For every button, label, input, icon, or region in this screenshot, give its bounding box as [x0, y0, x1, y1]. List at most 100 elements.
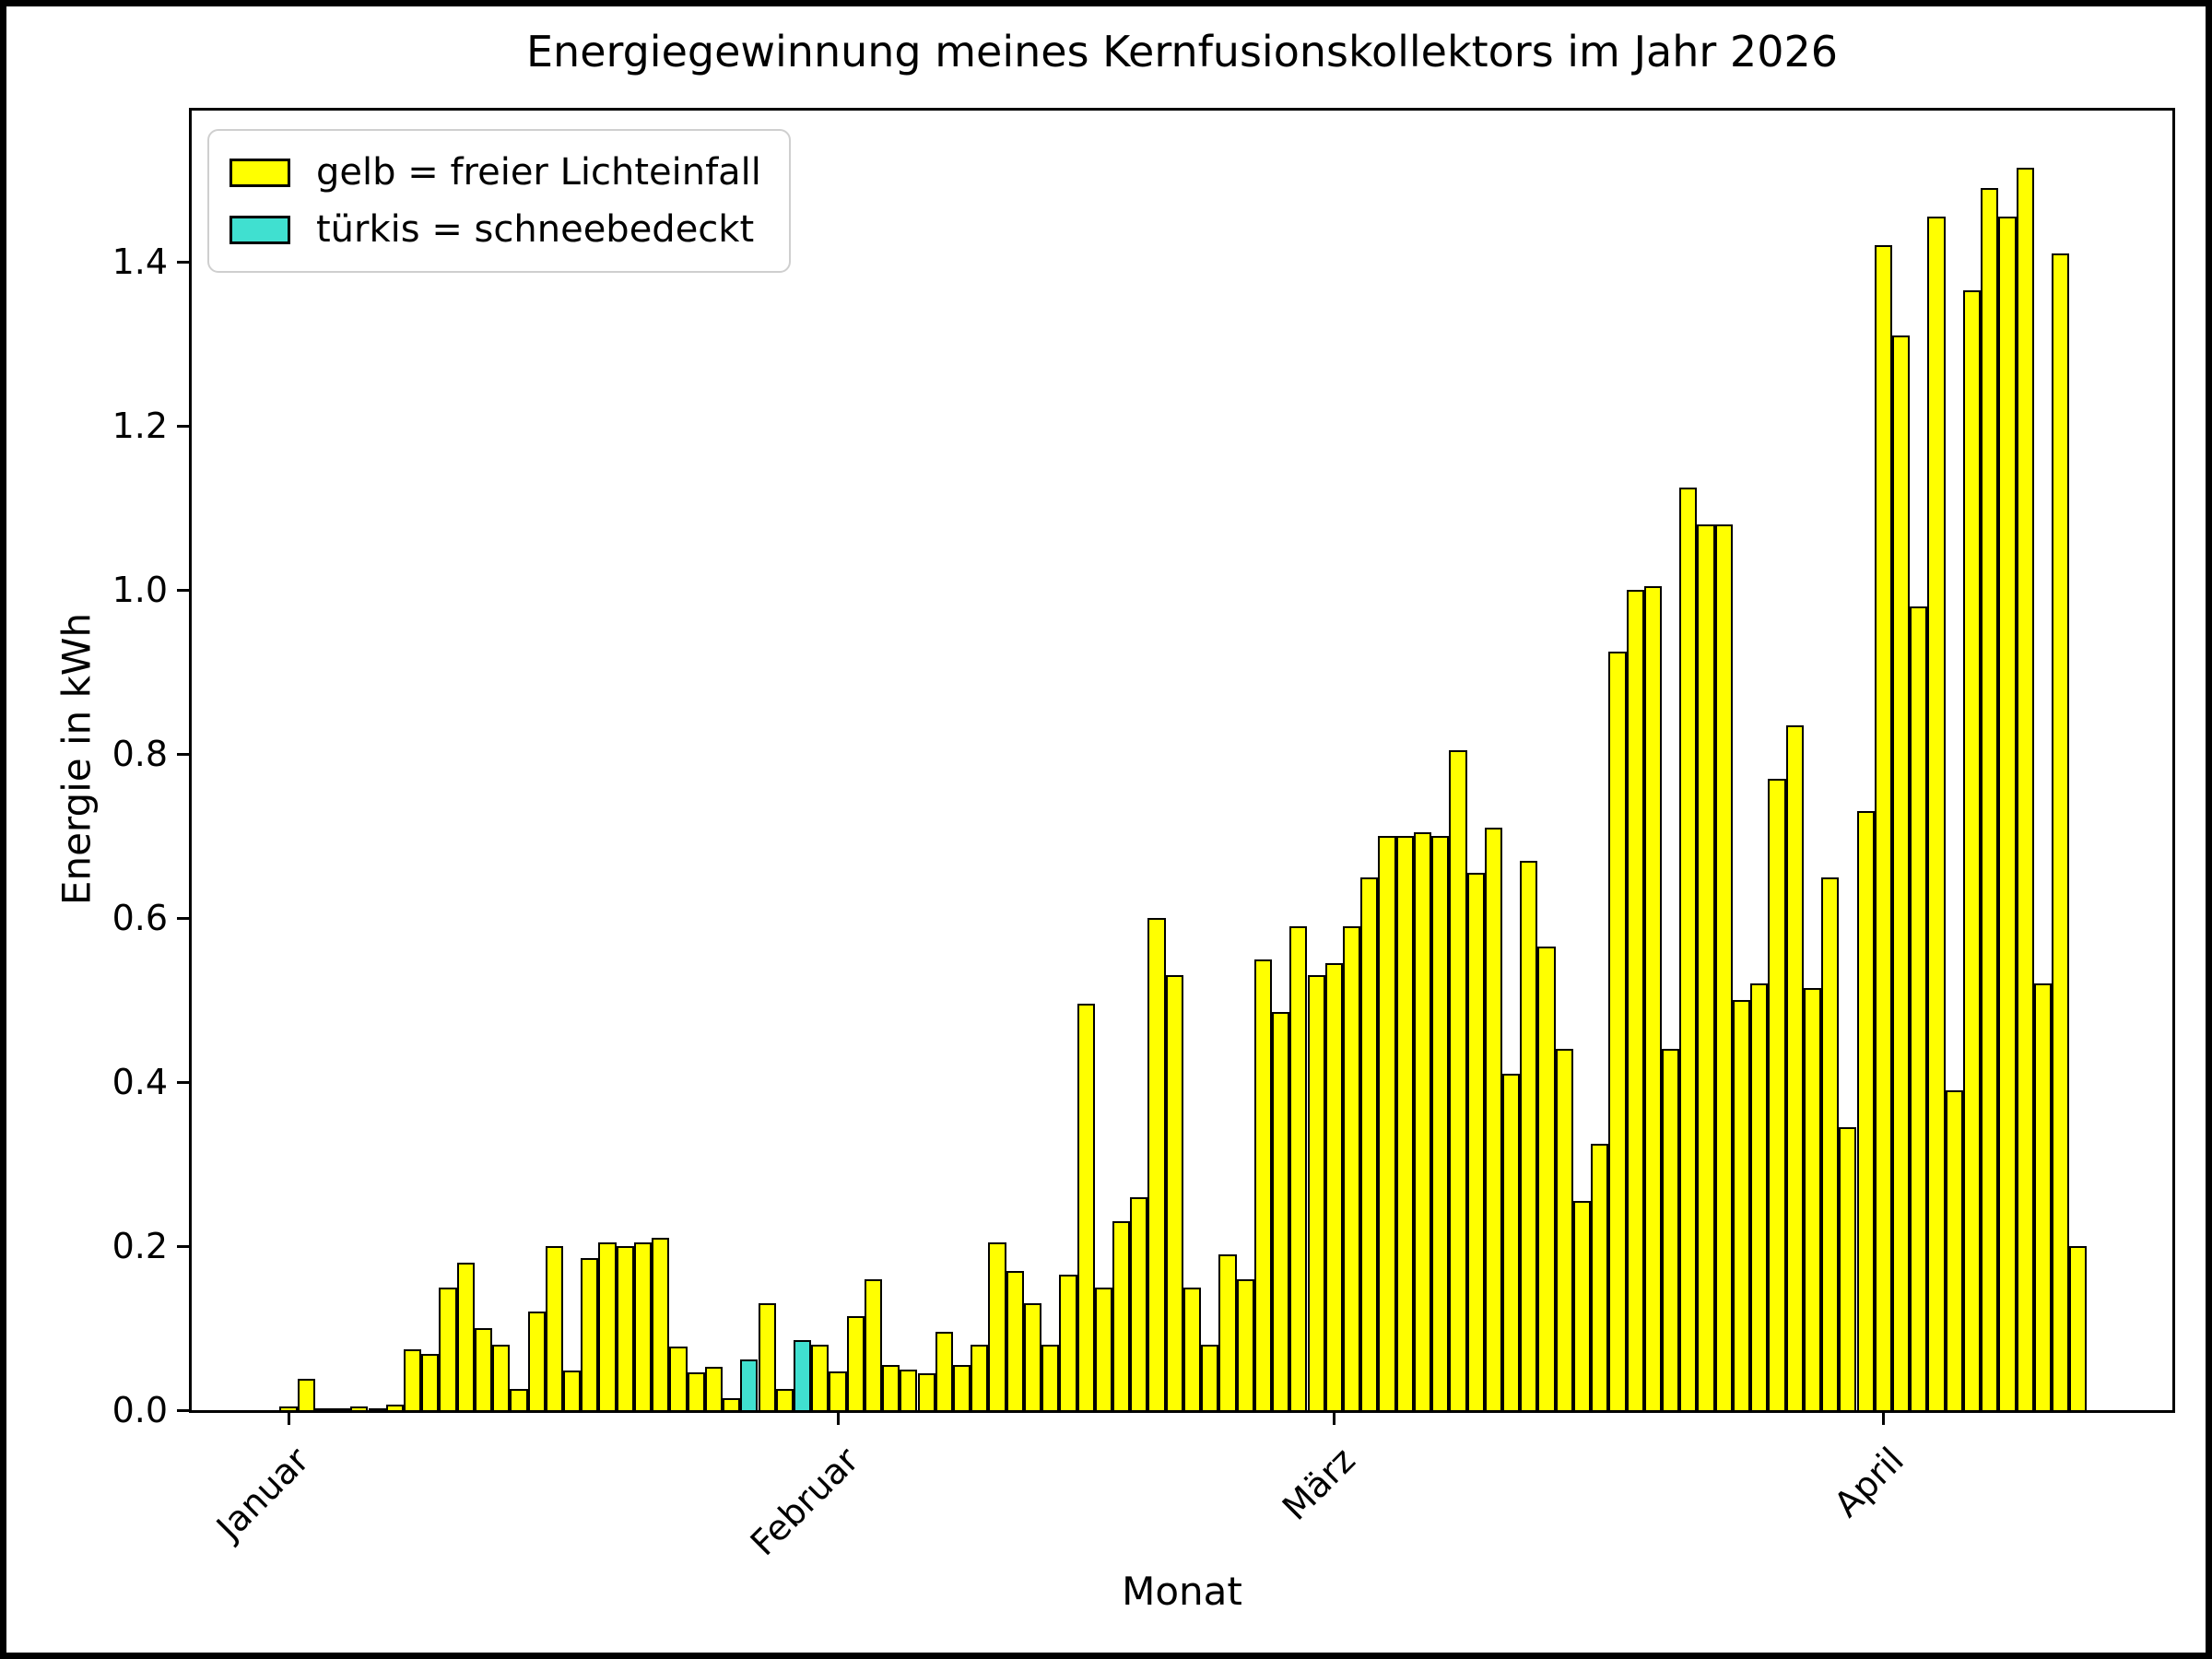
- bar-day-5: [350, 1406, 369, 1410]
- bar-day-54: [1218, 1253, 1237, 1410]
- legend-swatch-turquoise: [229, 215, 290, 244]
- bar-day-83: [1732, 1000, 1751, 1410]
- bar-day-12: [474, 1328, 493, 1410]
- bar-day-92: [1891, 335, 1911, 1410]
- bar-day-42: [1006, 1270, 1024, 1410]
- bar-day-9: [421, 1354, 440, 1410]
- bar-day-101: [2052, 253, 2070, 1410]
- bar-day-59: [1307, 975, 1325, 1410]
- bar-day-44: [1041, 1344, 1060, 1410]
- bar-day-51: [1165, 975, 1183, 1410]
- bar-day-98: [1998, 217, 2017, 1410]
- bar-day-22: [652, 1238, 670, 1410]
- bar-day-20: [616, 1246, 634, 1410]
- bar-day-13: [492, 1344, 511, 1410]
- bar-day-43: [1023, 1303, 1042, 1410]
- bar-day-89: [1839, 1126, 1857, 1410]
- bar-day-75: [1591, 1143, 1609, 1410]
- bar-day-4: [333, 1408, 351, 1410]
- bar-day-15: [527, 1312, 546, 1410]
- bar-day-86: [1785, 724, 1804, 1410]
- bar-day-27: [740, 1359, 759, 1410]
- bar-day-96: [1962, 290, 1982, 1410]
- bar-day-71: [1520, 860, 1538, 1410]
- bar-day-7: [385, 1404, 404, 1410]
- bar-day-32: [829, 1371, 847, 1410]
- bar-day-64: [1395, 836, 1414, 1410]
- legend-entry-free-light: gelb = freier Lichteinfall: [229, 144, 761, 201]
- y-tick-label: 0.8: [112, 734, 168, 774]
- bar-day-35: [882, 1365, 900, 1410]
- bar-day-11: [456, 1262, 475, 1410]
- bar-day-94: [1927, 217, 1946, 1410]
- bar-day-40: [971, 1344, 989, 1410]
- y-tick-mark: [177, 916, 189, 920]
- bar-day-37: [917, 1372, 935, 1410]
- bar-day-29: [775, 1388, 794, 1410]
- bar-day-91: [1874, 245, 1892, 1410]
- y-tick-mark: [177, 1408, 189, 1412]
- y-tick-mark: [177, 260, 189, 264]
- plot-area: [189, 108, 2175, 1413]
- bar-day-74: [1572, 1201, 1592, 1410]
- bar-day-17: [563, 1371, 582, 1410]
- bar-day-76: [1608, 651, 1627, 1410]
- x-tick-mark: [836, 1413, 840, 1425]
- legend-entry-snow-covered: türkis = schneebedeckt: [229, 201, 761, 258]
- bar-day-8: [403, 1349, 422, 1410]
- bar-day-26: [723, 1397, 741, 1410]
- y-tick-mark: [177, 752, 189, 756]
- bar-day-6: [368, 1408, 386, 1410]
- bar-day-73: [1555, 1049, 1573, 1410]
- x-tick-label-januar: Januar: [209, 1440, 318, 1548]
- y-tick-label: 0.4: [112, 1062, 168, 1102]
- bar-day-77: [1626, 590, 1644, 1410]
- bar-day-50: [1147, 918, 1166, 1410]
- x-tick-mark: [1881, 1413, 1885, 1425]
- bar-day-68: [1466, 873, 1485, 1410]
- bar-day-82: [1714, 524, 1733, 1410]
- bar-day-72: [1537, 947, 1556, 1410]
- bar-day-84: [1750, 983, 1769, 1410]
- x-tick-label-marz: März: [1274, 1440, 1363, 1528]
- bar-day-34: [864, 1278, 883, 1410]
- x-tick-mark: [1332, 1413, 1335, 1425]
- bar-day-21: [633, 1241, 653, 1410]
- bar-day-10: [439, 1287, 457, 1410]
- bar-day-81: [1697, 524, 1715, 1410]
- x-tick-label-april: April: [1826, 1440, 1912, 1525]
- bar-day-85: [1768, 778, 1786, 1410]
- bar-day-45: [1059, 1275, 1077, 1410]
- y-tick-mark: [177, 424, 189, 428]
- bar-day-62: [1360, 877, 1379, 1410]
- legend-label: gelb = freier Lichteinfall: [316, 151, 761, 194]
- bar-day-78: [1643, 585, 1662, 1410]
- bar-day-63: [1378, 836, 1396, 1410]
- bar-day-3: [314, 1408, 334, 1410]
- bar-day-1: [279, 1406, 298, 1410]
- bar-day-56: [1253, 959, 1273, 1410]
- y-tick-mark: [177, 588, 189, 592]
- bar-day-36: [900, 1369, 918, 1410]
- y-tick-mark: [177, 1244, 189, 1248]
- bar-day-41: [988, 1241, 1006, 1410]
- bar-day-55: [1236, 1278, 1254, 1410]
- bar-day-23: [669, 1346, 688, 1410]
- x-axis-label: Monat: [1122, 1569, 1242, 1614]
- bar-day-79: [1662, 1049, 1680, 1410]
- bar-day-80: [1679, 487, 1698, 1410]
- bar-day-24: [687, 1372, 705, 1410]
- chart-title: Energiegewinnung meines Kernfusionskolle…: [525, 27, 1838, 76]
- y-tick-label: 1.2: [112, 406, 168, 446]
- bar-day-100: [2033, 983, 2052, 1410]
- bar-day-18: [581, 1258, 599, 1410]
- bar-day-19: [598, 1241, 617, 1410]
- bar-day-14: [510, 1388, 528, 1410]
- bar-day-49: [1130, 1196, 1148, 1410]
- bar-day-48: [1112, 1221, 1131, 1410]
- bar-day-90: [1856, 811, 1875, 1410]
- bar-day-66: [1431, 836, 1450, 1410]
- y-tick-label: 1.0: [112, 570, 168, 610]
- bar-day-93: [1910, 606, 1928, 1410]
